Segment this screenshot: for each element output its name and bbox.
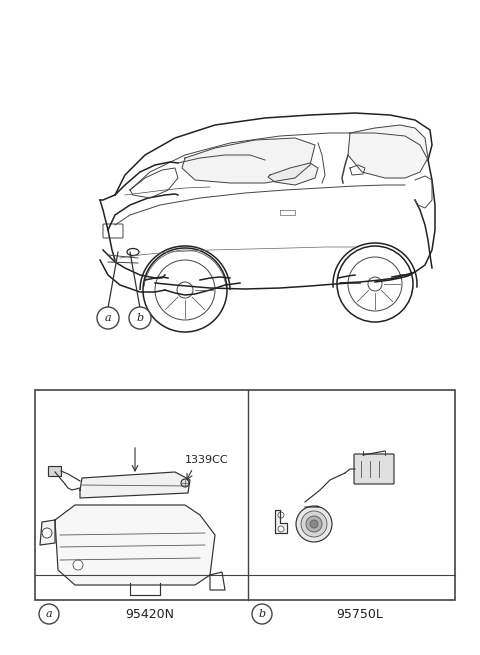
- Text: a: a: [46, 609, 52, 619]
- Polygon shape: [182, 138, 315, 183]
- Circle shape: [42, 528, 52, 538]
- Bar: [48, 466, 61, 476]
- Circle shape: [181, 479, 189, 487]
- Text: 95750L: 95750L: [336, 607, 383, 620]
- Circle shape: [278, 526, 284, 532]
- Circle shape: [296, 506, 332, 542]
- Circle shape: [129, 307, 151, 329]
- Circle shape: [252, 604, 272, 624]
- Text: b: b: [136, 313, 144, 323]
- Circle shape: [310, 520, 318, 528]
- Circle shape: [306, 516, 322, 532]
- Polygon shape: [40, 520, 55, 545]
- Circle shape: [97, 307, 119, 329]
- Polygon shape: [348, 125, 428, 178]
- Circle shape: [301, 511, 327, 537]
- Circle shape: [39, 604, 59, 624]
- Circle shape: [278, 512, 284, 518]
- Text: b: b: [258, 609, 265, 619]
- Bar: [35, 390, 455, 600]
- Polygon shape: [55, 505, 215, 585]
- Circle shape: [73, 560, 83, 570]
- FancyBboxPatch shape: [354, 454, 394, 484]
- Text: 1339CC: 1339CC: [185, 455, 228, 465]
- Polygon shape: [275, 510, 287, 533]
- Polygon shape: [80, 472, 190, 498]
- Text: a: a: [105, 313, 111, 323]
- Text: 95420N: 95420N: [125, 607, 174, 620]
- Polygon shape: [268, 163, 318, 185]
